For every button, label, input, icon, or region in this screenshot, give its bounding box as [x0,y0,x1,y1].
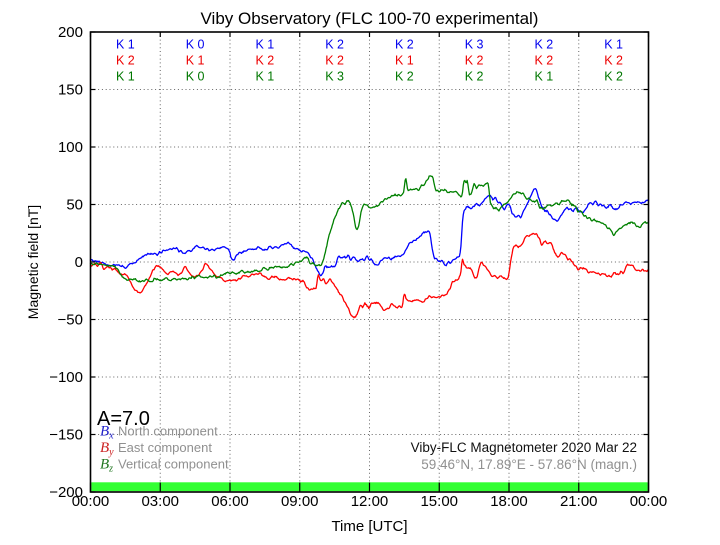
tick-marks [89,31,650,493]
k-index-table: K 1 K 0 K 1 K 2 K 2 K 3 K 2 K 1 K 2 K 1 K 2 K 2 K 1 K… [116,38,623,84]
k-index-value-bz: K 0 [186,70,205,84]
chart-title: Viby Observatory (FLC 100-70 experimenta… [201,9,539,28]
k-index-value-by: K 2 [255,54,274,68]
x-tick-label: 18:00 [490,493,528,510]
k-index-value-bx: K 3 [465,38,484,52]
k-index-value-bz: K 3 [325,70,344,84]
x-tick-label: 15:00 [420,493,458,510]
y-tick-labels: 200 150 100 50 0 −50 −100 −150 −200 [49,24,83,501]
y-tick-label: 150 [58,82,83,99]
legend-symbol: By [100,440,114,458]
legend-label: Vertical component [118,457,229,472]
station-annotation-line1: Viby-FLC Magnetometer 2020 Mar 22 [411,440,637,455]
k-index-value-bz: K 2 [604,70,623,84]
x-tick-label: 03:00 [141,493,179,510]
y-tick-label: 100 [58,139,83,156]
y-tick-label: −200 [49,484,83,501]
x-tick-label: 00:00 [72,493,110,510]
k-index-value-by: K 2 [116,54,135,68]
x-tick-labels: 00:00 03:00 06:00 09:00 12:00 15:00 18:00 21:00… [72,493,668,510]
k-index-value-bx: K 1 [255,38,274,52]
y-tick-label: 0 [75,254,83,271]
x-tick-label: 06:00 [211,493,249,510]
k-index-value-bx: K 0 [186,38,205,52]
k-index-value-bz: K 1 [534,70,553,84]
legend-label: North component [118,424,218,439]
k-index-value-by: K 2 [604,54,623,68]
data-series [89,175,650,319]
x-axis-label: Time [UTC] [331,518,407,535]
k-index-value-bx: K 2 [325,38,344,52]
legend-symbol: Bz [100,457,113,475]
x-tick-label: 12:00 [351,493,389,510]
legend-symbol: Bx [100,424,114,442]
k-index-value-bz: K 2 [465,70,484,84]
x-tick-label: 00:00 [630,493,668,510]
k-index-value-bx: K 2 [534,38,553,52]
k-index-value-bx: K 2 [395,38,414,52]
y-tick-label: −100 [49,369,83,386]
k-index-value-by: K 2 [534,54,553,68]
x-tick-label: 09:00 [281,493,319,510]
series-line-by [89,232,650,319]
grid-lines [90,32,649,492]
a-index-annotation: A=7.0 [97,408,150,430]
y-tick-label: −50 [58,312,83,329]
k-index-value-bx: K 1 [604,38,623,52]
k-index-value-by: K 2 [465,54,484,68]
k-index-value-bz: K 2 [395,70,414,84]
k-index-value-by: K 1 [395,54,414,68]
k-index-value-bx: K 1 [116,38,135,52]
series-line-bz [89,175,650,283]
legend: Bx North component By East component Bz Verti… [100,424,229,475]
k-index-value-bz: K 1 [255,70,274,84]
station-annotation-line2: 59.46°N, 17.89°E - 57.86°N (magn.) [421,457,637,472]
series-line-bx [89,187,650,277]
k-index-value-bz: K 1 [116,70,135,84]
x-tick-label: 21:00 [560,493,598,510]
k-index-value-by: K 2 [325,54,344,68]
legend-label: East component [118,440,212,455]
y-axis-label: Magnetic field [nT] [25,205,41,319]
y-tick-label: 200 [58,24,83,41]
y-tick-label: −150 [49,427,83,444]
k-index-value-by: K 1 [186,54,205,68]
y-tick-label: 50 [66,197,83,214]
